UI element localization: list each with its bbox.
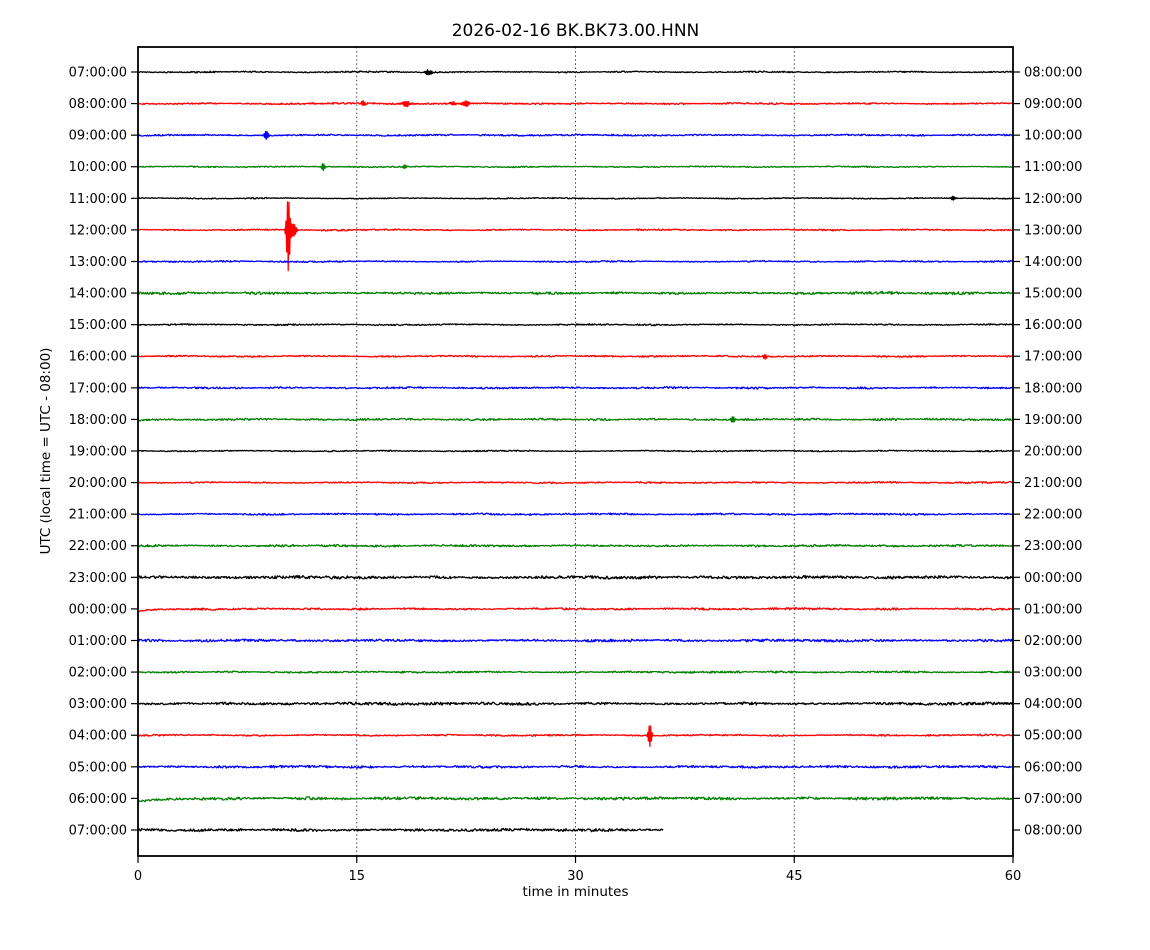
right-tick-label-18: 02:00:00 xyxy=(1024,634,1082,649)
trace-03:00:00 xyxy=(137,701,1014,706)
left-tick-label-12: 19:00:00 xyxy=(69,444,127,459)
right-tick-label-23: 07:00:00 xyxy=(1024,792,1082,807)
trace-10:00:00 xyxy=(137,163,1014,172)
chart-title: 2026-02-16 BK.BK73.00.HNN xyxy=(452,21,700,41)
right-tick-label-7: 15:00:00 xyxy=(1024,287,1082,302)
left-tick-label-18: 01:00:00 xyxy=(69,634,127,649)
right-tick-label-0: 08:00:00 xyxy=(1024,66,1082,81)
left-tick-label-23: 06:00:00 xyxy=(69,792,127,807)
trace-09:00:00 xyxy=(137,130,1014,140)
x-tick-label-30: 30 xyxy=(567,869,584,884)
trace-23:00:00 xyxy=(137,574,1014,580)
left-tick-label-1: 08:00:00 xyxy=(69,97,127,112)
left-tick-label-13: 20:00:00 xyxy=(69,476,127,491)
right-tick-label-6: 14:00:00 xyxy=(1024,255,1082,270)
trace-05:00:00 xyxy=(137,764,1014,769)
right-tick-label-5: 13:00:00 xyxy=(1024,223,1082,238)
left-tick-label-9: 16:00:00 xyxy=(69,350,127,365)
left-tick-label-11: 18:00:00 xyxy=(69,413,127,428)
left-tick-label-21: 04:00:00 xyxy=(69,729,127,744)
trace-21:00:00 xyxy=(137,512,1014,516)
x-tick-label-0: 0 xyxy=(134,869,142,884)
left-tick-label-10: 17:00:00 xyxy=(69,381,127,396)
right-tick-label-15: 23:00:00 xyxy=(1024,539,1082,554)
right-tick-label-11: 19:00:00 xyxy=(1024,413,1082,428)
trace-16:00:00 xyxy=(137,354,1014,360)
x-tick-label-60: 60 xyxy=(1005,869,1022,884)
right-tick-label-4: 12:00:00 xyxy=(1024,192,1082,207)
right-tick-label-9: 17:00:00 xyxy=(1024,350,1082,365)
left-tick-label-16: 23:00:00 xyxy=(69,571,127,586)
trace-19:00:00 xyxy=(137,449,1014,453)
trace-01:00:00 xyxy=(137,638,1014,643)
trace-17:00:00 xyxy=(137,386,1014,390)
trace-18:00:00 xyxy=(137,416,1014,423)
left-tick-label-20: 03:00:00 xyxy=(69,697,127,712)
trace-22:00:00 xyxy=(137,543,1014,548)
right-tick-label-1: 09:00:00 xyxy=(1024,97,1082,112)
right-tick-label-14: 22:00:00 xyxy=(1024,508,1082,523)
x-tick-label-15: 15 xyxy=(348,869,365,884)
right-tick-label-8: 16:00:00 xyxy=(1024,318,1082,333)
left-tick-label-14: 21:00:00 xyxy=(69,508,127,523)
trace-06:00:00 xyxy=(137,796,1014,803)
trace-00:00:00 xyxy=(137,607,1014,613)
left-tick-label-5: 12:00:00 xyxy=(69,223,127,238)
right-tick-label-21: 05:00:00 xyxy=(1024,729,1082,744)
left-tick-label-22: 05:00:00 xyxy=(69,760,127,775)
trace-13:00:00 xyxy=(137,259,1014,264)
right-tick-label-16: 00:00:00 xyxy=(1024,571,1082,586)
right-tick-label-3: 11:00:00 xyxy=(1024,160,1082,175)
left-tick-label-2: 09:00:00 xyxy=(69,129,127,144)
trace-14:00:00 xyxy=(137,290,1014,296)
right-tick-label-2: 10:00:00 xyxy=(1024,129,1082,144)
right-tick-label-19: 03:00:00 xyxy=(1024,666,1082,681)
left-tick-label-24: 07:00:00 xyxy=(69,823,127,838)
trace-04:00:00 xyxy=(137,725,1014,748)
trace-08:00:00 xyxy=(137,100,1014,108)
right-tick-label-13: 21:00:00 xyxy=(1024,476,1082,491)
right-tick-label-22: 06:00:00 xyxy=(1024,760,1082,775)
right-tick-label-20: 04:00:00 xyxy=(1024,697,1082,712)
left-tick-label-15: 22:00:00 xyxy=(69,539,127,554)
right-tick-label-17: 01:00:00 xyxy=(1024,602,1082,617)
right-tick-label-24: 08:00:00 xyxy=(1024,823,1082,838)
right-tick-label-10: 18:00:00 xyxy=(1024,381,1082,396)
right-tick-label-12: 20:00:00 xyxy=(1024,444,1082,459)
left-tick-label-3: 10:00:00 xyxy=(69,160,127,175)
x-axis-label: time in minutes xyxy=(522,884,628,900)
trace-15:00:00 xyxy=(137,323,1014,327)
left-tick-label-7: 14:00:00 xyxy=(69,287,127,302)
left-tick-label-0: 07:00:00 xyxy=(69,66,127,81)
left-tick-label-19: 02:00:00 xyxy=(69,666,127,681)
left-tick-label-17: 00:00:00 xyxy=(69,602,127,617)
trace-07:00:00 xyxy=(137,69,1014,76)
left-tick-label-8: 15:00:00 xyxy=(69,318,127,333)
trace-11:00:00 xyxy=(137,195,1014,201)
left-tick-label-6: 13:00:00 xyxy=(69,255,127,270)
trace-12:00:00 xyxy=(137,201,1014,272)
trace-02:00:00 xyxy=(137,670,1014,674)
plot-content: 07:00:00 08:00:00 08:00:00 09:00:00 09:00:00… xyxy=(69,46,1082,884)
y-axis-label: UTC (local time = UTC - 08:00) xyxy=(38,348,54,555)
trace-20:00:00 xyxy=(137,480,1014,485)
trace-07:00:00 xyxy=(137,827,664,833)
left-tick-label-4: 11:00:00 xyxy=(69,192,127,207)
x-tick-label-45: 45 xyxy=(786,869,803,884)
